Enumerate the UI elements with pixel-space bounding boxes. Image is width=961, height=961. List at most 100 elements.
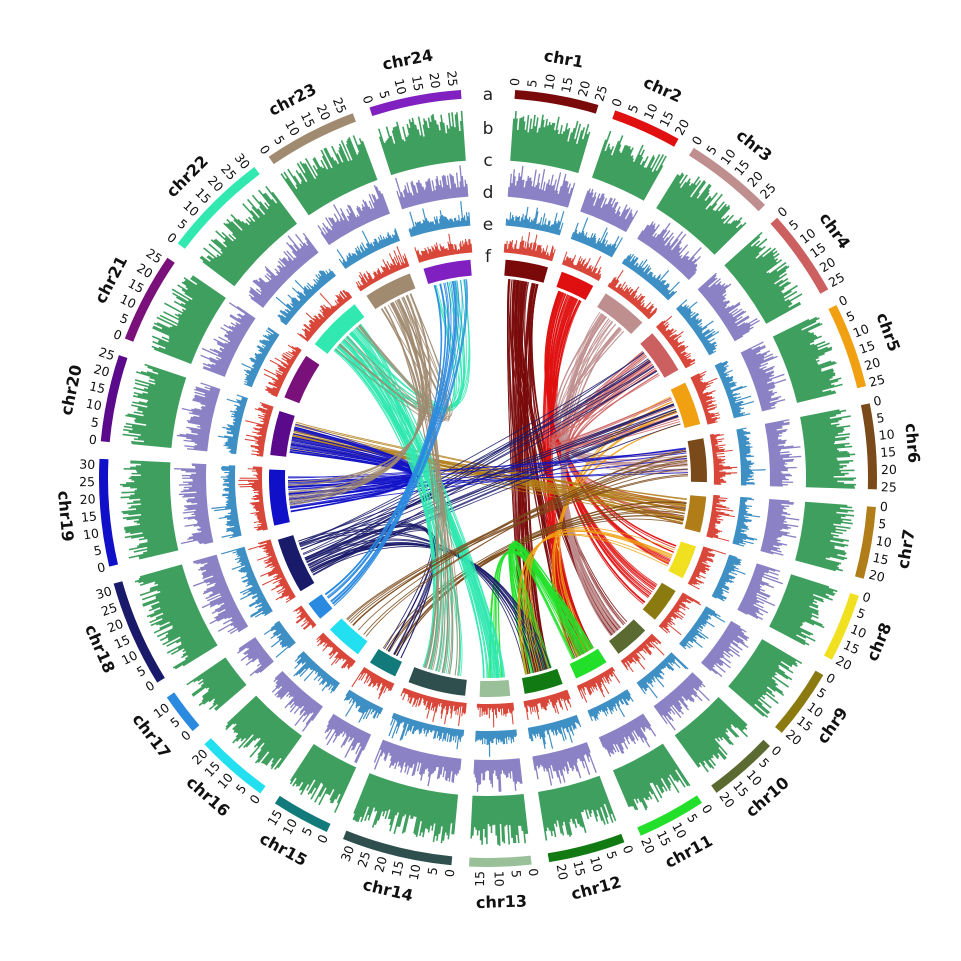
- chr1-label: chr1: [542, 46, 585, 72]
- chr7-label: chr7: [893, 528, 918, 571]
- link-curve: [298, 365, 654, 544]
- link-curve: [358, 303, 450, 422]
- link-curve: [558, 400, 673, 651]
- chr13-inner-band: [479, 679, 511, 697]
- track-letter-e: e: [483, 215, 493, 235]
- track-d-chr18: [221, 546, 273, 618]
- track-d-chr4: [676, 299, 720, 356]
- track-c-chr10: [653, 672, 710, 731]
- track-c-chr22: [248, 232, 319, 308]
- chr6-inner-band: [687, 438, 707, 483]
- chr2-outer-band: [612, 110, 679, 147]
- chr7-tick-label: 10: [875, 533, 893, 550]
- chr7-tick-label: 15: [871, 550, 890, 568]
- chr19-tick-label: 30: [79, 456, 95, 471]
- chr5-inner-band: [670, 382, 701, 428]
- track-d-chr2: [570, 217, 623, 258]
- chr4-inner-band: [640, 333, 679, 378]
- track-e-chr7: [706, 494, 736, 542]
- chr4-tick-label: 5: [786, 216, 802, 233]
- link-curve: [390, 302, 460, 676]
- link-chr19-chr6: [287, 447, 688, 509]
- track-c-chr16: [271, 671, 323, 732]
- chr20-tick-label: 20: [92, 361, 111, 380]
- track-e-chr1: [503, 232, 556, 262]
- chr12-tick-label: 5: [603, 849, 620, 861]
- track-e-chr5: [690, 370, 721, 425]
- chr14-tick-label: 5: [425, 866, 441, 876]
- chr23-tick-label: 20: [314, 102, 334, 123]
- link-curve: [357, 449, 687, 631]
- track-e-chr8: [687, 546, 727, 590]
- link-curve: [513, 540, 582, 669]
- track-c-chr7: [760, 499, 800, 556]
- chr5-label: chr5: [872, 310, 904, 354]
- track-e-chr24: [414, 233, 473, 263]
- link-curve: [512, 540, 576, 669]
- chr7-tick-label: 0: [879, 499, 888, 515]
- chr20-inner-band: [270, 411, 295, 457]
- chr13-tick-label: 15: [472, 871, 487, 887]
- link-chr23-chr19: [288, 293, 432, 506]
- chr4-tick-label: 15: [807, 239, 829, 260]
- track-e-chr10: [620, 633, 665, 673]
- chr21-tick-label: 5: [118, 310, 131, 327]
- track-letter-c: c: [483, 151, 492, 171]
- chr24-label: chr24: [381, 46, 435, 74]
- track-b-chr7: [795, 501, 855, 572]
- chr23-tick-label: 5: [271, 133, 288, 148]
- chr1-tick-label: 15: [558, 76, 576, 95]
- chr6-label: chr6: [901, 422, 923, 463]
- chr20-tick-label: 15: [88, 378, 107, 396]
- track-b-chr19: [120, 460, 179, 560]
- track-e-chr3: [607, 269, 658, 320]
- chr23-tick-label: 10: [282, 117, 303, 138]
- chr5-tick-label: 0: [836, 292, 850, 309]
- chr11-tick-label: 10: [669, 820, 690, 841]
- chr17-tick-label: 5: [167, 714, 183, 731]
- chr8-tick-label: 10: [848, 621, 868, 641]
- track-b-chr21: [151, 275, 226, 364]
- chr15-tick-label: 5: [299, 824, 316, 838]
- link-curve: [405, 295, 447, 672]
- chr11-inner-band: [569, 648, 607, 679]
- track-d-chr9: [679, 606, 726, 650]
- link-curve: [382, 501, 687, 649]
- chr19-outer-band: [99, 458, 118, 567]
- chr9-inner-band: [642, 582, 676, 620]
- chr10-inner-band: [608, 619, 646, 654]
- track-d: [211, 201, 766, 757]
- chr19-tick-label: 10: [82, 525, 100, 542]
- chr24-outer-band: [369, 89, 462, 117]
- track-c-chr2: [580, 188, 639, 233]
- track-b: [120, 110, 856, 846]
- chr18-tick-label: 20: [105, 616, 125, 636]
- chr6-tick-label: 15: [880, 444, 897, 460]
- track-d-chr24: [408, 201, 471, 238]
- chr13-label: chr13: [476, 891, 528, 912]
- chr13-tick-label: 0: [526, 868, 542, 878]
- chr18-tick-label: 15: [112, 632, 133, 652]
- chr16-tick-label: 5: [233, 781, 250, 797]
- link-curve: [363, 461, 688, 635]
- chr24-tick-label: 25: [444, 70, 460, 87]
- track-e-chr21: [263, 344, 302, 397]
- track-b-chr3: [656, 172, 747, 255]
- chr19-inner-band: [268, 469, 290, 526]
- track-b-chr11: [612, 743, 691, 811]
- chr5-tick-label: 10: [851, 321, 871, 341]
- track-e-chr17: [293, 605, 317, 630]
- chr9-tick-label: 0: [823, 670, 837, 687]
- chr12-tick-label: 10: [587, 854, 606, 873]
- track-e: [238, 232, 738, 728]
- track-e-chr11: [576, 666, 621, 703]
- chr6-tick-label: 0: [872, 393, 883, 409]
- track-b-chr9: [728, 639, 803, 718]
- link-chr6-chr16: [346, 449, 688, 637]
- chr2-label: chr2: [641, 73, 685, 107]
- chr22-tick-label: 0: [164, 229, 179, 246]
- track-b-chr4: [724, 231, 803, 324]
- chr20-label: chr20: [57, 363, 86, 417]
- chr7-inner-band: [684, 495, 707, 533]
